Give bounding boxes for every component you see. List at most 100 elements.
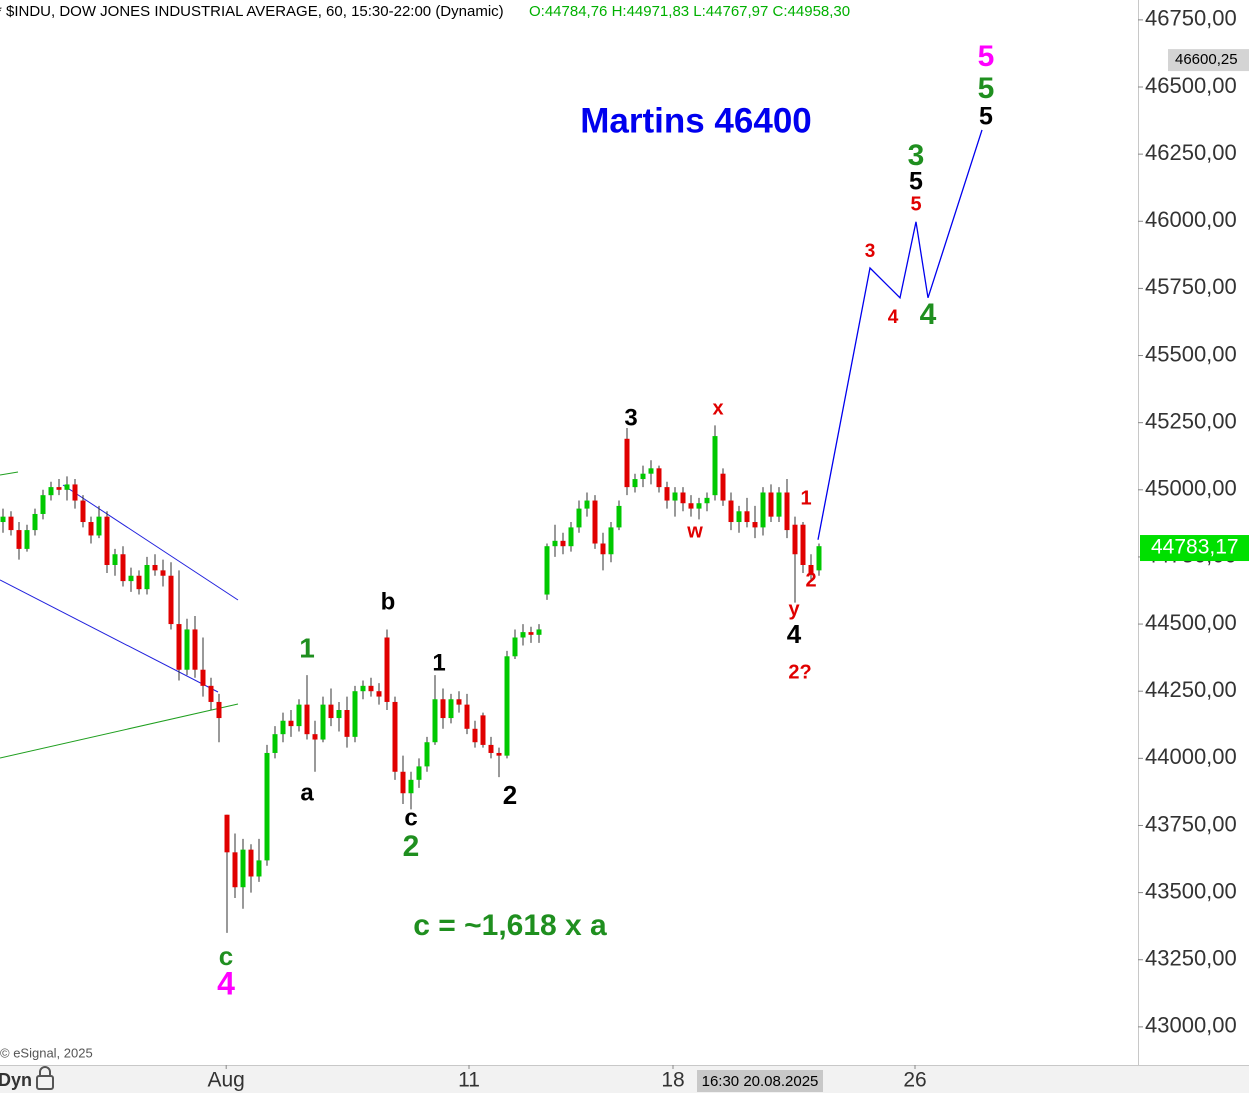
candle-body — [352, 691, 358, 737]
candle-body — [136, 575, 142, 590]
candle-body — [800, 524, 806, 565]
candle-body — [392, 701, 398, 772]
wave-label: 1 — [432, 649, 445, 676]
candle-body — [288, 720, 294, 727]
wave-label: 2? — [788, 661, 811, 683]
candle-body — [672, 492, 678, 501]
candle-body — [272, 734, 278, 753]
candle-body — [72, 484, 78, 501]
wave-label: 2 — [805, 569, 816, 591]
y-tick-label: 44250,00 — [1145, 677, 1237, 702]
wave-label: 5 — [978, 72, 995, 105]
candle-body — [264, 752, 270, 861]
candle-body — [712, 436, 718, 496]
candle-body — [520, 632, 526, 638]
candle-body — [464, 704, 470, 729]
candle-body — [192, 629, 198, 670]
candle-body — [472, 728, 478, 743]
y-tick-label: 43250,00 — [1145, 946, 1237, 971]
candle-body — [480, 715, 486, 745]
candle-body — [584, 500, 590, 509]
y-tick-label: 46750,00 — [1145, 6, 1237, 31]
candle-body — [752, 522, 758, 528]
candle-body — [656, 468, 662, 488]
candle-body — [96, 516, 102, 536]
chart-title: * $INDU, DOW JONES INDUSTRIAL AVERAGE, 6… — [0, 3, 504, 20]
cursor-time-box — [697, 1070, 823, 1092]
candle-body — [784, 492, 790, 531]
x-tick-label: 18 — [661, 1069, 684, 1092]
y-tick-label: 45500,00 — [1145, 341, 1237, 366]
candle-body — [216, 701, 222, 719]
candle-body — [736, 511, 742, 523]
lock-body — [36, 1075, 54, 1090]
candle-body — [320, 704, 326, 740]
candle-body — [552, 540, 558, 547]
candle-body — [704, 497, 710, 504]
candle-body — [80, 500, 86, 523]
candle-body — [64, 484, 70, 490]
candle-body — [224, 814, 230, 853]
candle-body — [360, 685, 366, 692]
candle-body — [336, 710, 342, 719]
trend-line — [0, 471, 19, 476]
candle-body — [0, 516, 6, 523]
candle-body — [240, 849, 246, 888]
candle-body — [608, 527, 614, 555]
wave-label: b — [381, 588, 396, 615]
candle-body — [8, 516, 14, 531]
candle-body — [816, 546, 822, 571]
candle-body — [440, 699, 446, 719]
candle-body — [376, 691, 382, 697]
candle-body — [248, 849, 254, 877]
wave-label: c = ~1,618 x a — [413, 909, 607, 942]
candle-body — [808, 564, 814, 574]
wave-label: 3 — [865, 241, 876, 262]
candle-body — [760, 492, 766, 528]
candle-body — [104, 516, 110, 565]
candle-body — [768, 492, 774, 517]
cursor-time: 16:30 20.08.2025 — [702, 1073, 819, 1090]
wave-label: 5 — [909, 168, 923, 196]
projection-line — [817, 129, 983, 540]
candle-body — [432, 699, 438, 743]
lock-shackle — [39, 1066, 51, 1076]
candle-body — [416, 766, 422, 780]
y-tick-label: 45750,00 — [1145, 274, 1237, 299]
candle-body — [384, 637, 390, 702]
candle-body — [48, 487, 54, 496]
candle-body — [184, 629, 190, 670]
candle-body — [648, 468, 654, 474]
x-tick-label: 11 — [458, 1069, 480, 1092]
candle-body — [688, 503, 694, 509]
candle-body — [408, 779, 414, 794]
wave-label: a — [300, 779, 314, 806]
wave-label: 3 — [908, 139, 925, 172]
copyright: © eSignal, 2025 — [0, 1045, 93, 1060]
candle-body — [632, 479, 638, 488]
candle-body — [88, 522, 94, 536]
candle-body — [328, 704, 334, 719]
x-tick-label: 26 — [903, 1069, 926, 1092]
wave-label: Martins 46400 — [580, 101, 812, 140]
lock-icon[interactable] — [36, 1066, 54, 1090]
y-tick-label: 43750,00 — [1145, 811, 1237, 836]
candle-body — [208, 685, 214, 702]
last-price-label: 44783,17 — [1151, 536, 1239, 559]
candle-body — [680, 492, 686, 504]
candle-body — [720, 473, 726, 501]
wave-label: 3 — [624, 404, 637, 431]
candle-body — [696, 503, 702, 509]
y-tick-label: 44500,00 — [1145, 610, 1237, 635]
candle-body — [304, 704, 310, 735]
candle-body — [40, 495, 46, 514]
wave-label: c — [404, 804, 417, 831]
trend-line — [0, 703, 239, 759]
wave-label: c — [219, 941, 233, 971]
candle-body — [536, 629, 542, 635]
candle-body — [344, 710, 350, 737]
candle-body — [560, 540, 566, 547]
wave-label: 4 — [888, 307, 899, 328]
candle-body — [24, 530, 30, 549]
candle-body — [32, 513, 38, 531]
